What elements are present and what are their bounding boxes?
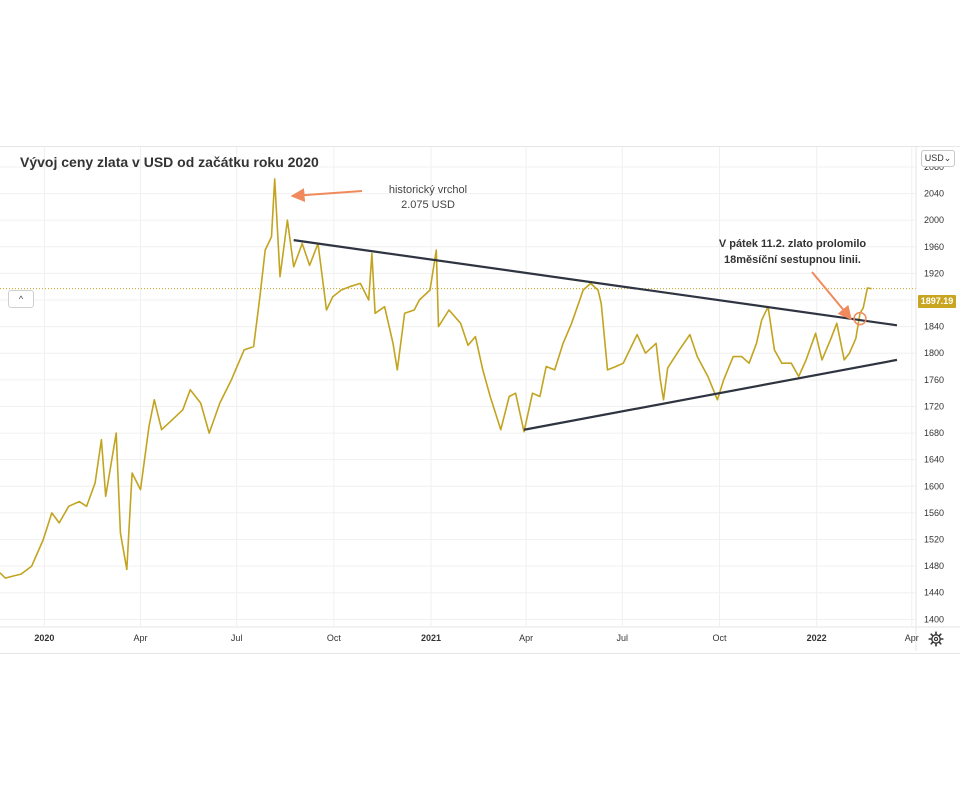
y-tick-label: 1720 — [924, 401, 944, 411]
breakout-annotation-line1: V pátek 11.2. zlato prolomilo — [718, 238, 867, 250]
y-tick-label: 1760 — [924, 375, 944, 385]
y-tick-label: 1400 — [924, 614, 944, 624]
x-tick-label: Oct — [327, 633, 342, 643]
x-tick-label: Oct — [712, 633, 727, 643]
x-tick-label: Apr — [519, 633, 533, 643]
collapse-button[interactable]: ^ — [8, 290, 34, 308]
x-tick-label: Jul — [231, 633, 243, 643]
breakout-circle-marker — [853, 311, 867, 326]
trend-line-descending-resistance — [293, 239, 898, 327]
chart-frame — [0, 146, 960, 654]
grid — [0, 147, 916, 626]
peak-arrow — [290, 188, 363, 203]
gear-icon[interactable] — [928, 631, 944, 647]
chevron-down-icon: ⌄ — [943, 153, 952, 163]
series-layer — [0, 178, 872, 579]
breakout-annotation-line2: 18měsíční sestupnou linii. — [724, 254, 861, 266]
y-tick-label: 1840 — [924, 322, 944, 332]
y-tick-label: 1680 — [924, 428, 944, 438]
peak-annotation: historický vrchol 2.075 USD — [363, 183, 493, 213]
y-tick-label: 2000 — [924, 215, 944, 225]
y-tick-label: 1480 — [924, 561, 944, 571]
trend-line-ascending-support — [523, 358, 898, 431]
y-tick-label: 1920 — [924, 268, 944, 278]
x-tick-label: Jul — [617, 633, 629, 643]
y-tick-label: 1600 — [924, 481, 944, 491]
breakout-arrow — [811, 271, 852, 321]
currency-dropdown[interactable]: USD⌄ — [921, 150, 955, 167]
currency-label: USD — [924, 153, 944, 163]
chart-title: Vývoj ceny zlata v USD od začátku roku 2… — [20, 154, 319, 170]
price-series-line — [0, 178, 872, 579]
x-tick-label: Apr — [905, 633, 919, 643]
y-tick-label: 1440 — [924, 588, 944, 598]
y-tick-label: 1960 — [924, 242, 944, 252]
current-price-badge: 1897.19 — [918, 295, 956, 308]
x-tick-label: Apr — [134, 633, 148, 643]
y-tick-label: 2040 — [924, 189, 944, 199]
y-tick-label: 1560 — [924, 508, 944, 518]
y-tick-label: 1520 — [924, 535, 944, 545]
y-tick-label: 1640 — [924, 455, 944, 465]
peak-annotation-line2: 2.075 USD — [401, 199, 455, 211]
peak-annotation-line1: historický vrchol — [388, 184, 468, 196]
x-tick-label: 2020 — [34, 633, 54, 643]
x-tick-label: 2021 — [421, 633, 441, 643]
annotation-layer — [290, 188, 867, 326]
y-tick-label: 1800 — [924, 348, 944, 358]
axes: 1400 1440 1480 1520 1560 1600 1640 1680 1720 1760… — [0, 147, 960, 651]
breakout-annotation: V pátek 11.2. zlato prolomilo 18měsíční … — [700, 236, 885, 268]
trend-layer — [293, 239, 898, 431]
x-tick-label: 2022 — [807, 633, 827, 643]
